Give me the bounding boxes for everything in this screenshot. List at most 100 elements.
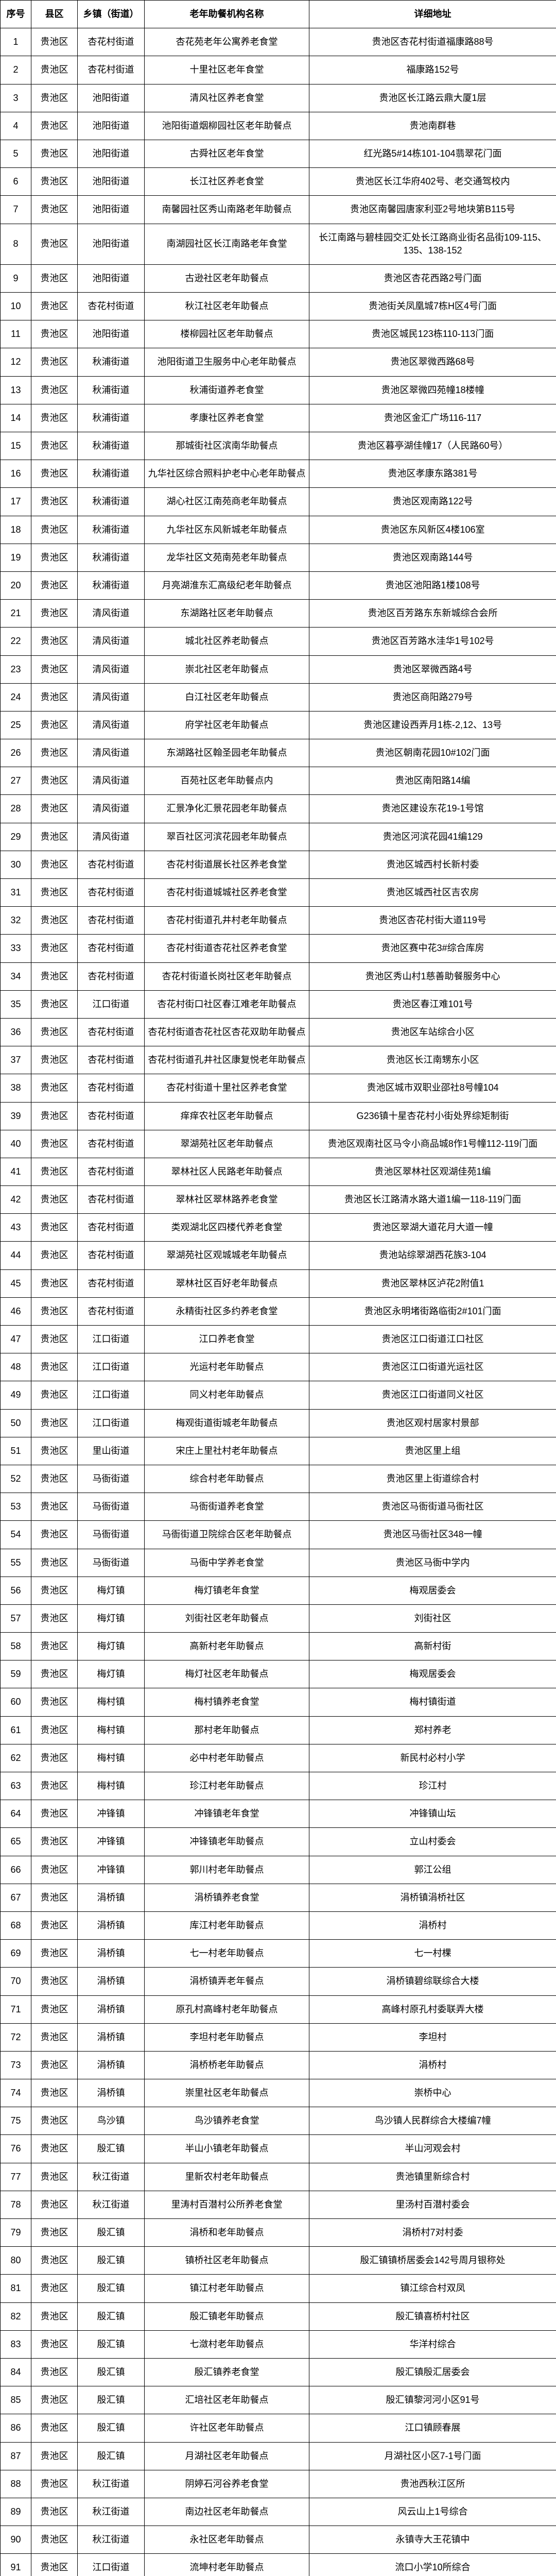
table-cell: 88 bbox=[1, 2470, 31, 2498]
table-cell: 十里社区老年食堂 bbox=[145, 56, 309, 84]
table-row: 47贵池区江口街道江口养老食堂贵池区江口街道江口社区 bbox=[1, 1326, 556, 1353]
table-cell: 贵池街关凤凰城7栋H区4号门面 bbox=[309, 293, 556, 320]
table-cell: 杏花村街道 bbox=[78, 1297, 145, 1325]
table-cell: 13 bbox=[1, 376, 31, 404]
table-row: 28贵池区清风街道汇景净化汇景花园老年助餐点贵池区建设东花19-1号馆 bbox=[1, 795, 556, 823]
table-row: 15贵池区秋浦街道那城街社区滨南华助餐点贵池区暮亭湖佳幢17（人民路60号） bbox=[1, 432, 556, 460]
table-cell: 马衙街道 bbox=[78, 1549, 145, 1577]
table-cell: 杏花村街道长岗社区老年助餐点 bbox=[145, 962, 309, 990]
table-cell: 贵池区 bbox=[31, 990, 78, 1018]
table-cell: 清风社区养老食堂 bbox=[145, 84, 309, 112]
table-cell: 翠百社区河滨花园老年助餐点 bbox=[145, 823, 309, 851]
table-cell: 贵池区马衙社区348一幢 bbox=[309, 1521, 556, 1549]
table-row: 60贵池区梅村镇梅村镇养老食堂梅村镇街道 bbox=[1, 1688, 556, 1716]
table-cell: 贵池区 bbox=[31, 2526, 78, 2554]
table-cell: 贵池区长江南甥东小区 bbox=[309, 1046, 556, 1074]
table-cell: 殷汇镇 bbox=[78, 2386, 145, 2414]
table-cell: 贵池区 bbox=[31, 2442, 78, 2470]
table-row: 21贵池区清风街道东湖路社区老年助餐点贵池区百芳路东东新城综合会所 bbox=[1, 600, 556, 628]
table-cell: 贵池区 bbox=[31, 2275, 78, 2302]
table-row: 88贵池区秋江街道阴婷石河谷养老食堂贵池西秋江区所 bbox=[1, 2470, 556, 2498]
table-cell: 梅灯镇 bbox=[78, 1577, 145, 1604]
table-cell: 贵池区 bbox=[31, 2498, 78, 2526]
table-cell: 秋浦街道 bbox=[78, 404, 145, 432]
table-cell: 秋江街道 bbox=[78, 2498, 145, 2526]
table-cell: 贵池区马衙街道马衙社区 bbox=[309, 1493, 556, 1521]
table-cell: 秋浦街道 bbox=[78, 571, 145, 599]
table-cell: 池阳街道 bbox=[78, 140, 145, 167]
table-cell: 4 bbox=[1, 112, 31, 140]
table-cell: 里新农村老年助餐点 bbox=[145, 2163, 309, 2191]
table-cell: 33 bbox=[1, 935, 31, 962]
table-cell: 贵池区 bbox=[31, 1353, 78, 1381]
table-cell: 贵池区 bbox=[31, 823, 78, 851]
table-cell: 翠林社区百好老年助餐点 bbox=[145, 1269, 309, 1297]
table-cell: 贵池区 bbox=[31, 2414, 78, 2442]
table-cell: 45 bbox=[1, 1269, 31, 1297]
table-cell: 七潋村老年助餐点 bbox=[145, 2330, 309, 2358]
table-cell: 贵池区建设东花19-1号馆 bbox=[309, 795, 556, 823]
table-cell: 贵池区 bbox=[31, 1688, 78, 1716]
table-cell: 古舜社区老年食堂 bbox=[145, 140, 309, 167]
table-cell: 永镇寺大王花镇中 bbox=[309, 2526, 556, 2554]
table-cell: 涓桥镇 bbox=[78, 2051, 145, 2079]
table-row: 72贵池区涓桥镇李坦村老年助餐点李坦村 bbox=[1, 2023, 556, 2051]
table-cell: 七一村棵 bbox=[309, 1940, 556, 1968]
table-cell: 秋浦街道 bbox=[78, 516, 145, 544]
table-cell: 14 bbox=[1, 404, 31, 432]
table-cell: 贵池区 bbox=[31, 1158, 78, 1185]
table-cell: 马衙街道 bbox=[78, 1493, 145, 1521]
table-cell: 54 bbox=[1, 1521, 31, 1549]
table-cell: 涓桥村 bbox=[309, 2051, 556, 2079]
table-row: 56贵池区梅灯镇梅灯镇老年食堂梅观居委会 bbox=[1, 1577, 556, 1604]
table-cell: 贵池区 bbox=[31, 140, 78, 167]
table-cell: 69 bbox=[1, 1940, 31, 1968]
table-cell: 永社区老年助餐点 bbox=[145, 2526, 309, 2554]
table-row: 84贵池区殷汇镇殷汇镇养老食堂殷汇镇殷汇居委会 bbox=[1, 2358, 556, 2386]
table-cell: 25 bbox=[1, 711, 31, 739]
table-row: 48贵池区江口街道光运村老年助餐点贵池区江口街道光运社区 bbox=[1, 1353, 556, 1381]
table-cell: 湖心社区江南苑商老年助餐点 bbox=[145, 488, 309, 516]
table-cell: 贵池区 bbox=[31, 1940, 78, 1968]
table-cell: 池阳街道 bbox=[78, 224, 145, 264]
table-cell: 65 bbox=[1, 1828, 31, 1856]
table-cell: 翠湖苑社区观城城老年助餐点 bbox=[145, 1242, 309, 1269]
table-cell: 16 bbox=[1, 460, 31, 488]
table-cell: 梅灯镇 bbox=[78, 1660, 145, 1688]
table-cell: 35 bbox=[1, 990, 31, 1018]
table-row: 17贵池区秋浦街道湖心社区江南苑商老年助餐点贵池区观南路122号 bbox=[1, 488, 556, 516]
table-cell: 南湖园社区长江南路老年食堂 bbox=[145, 224, 309, 264]
table-cell: 杏花村街道 bbox=[78, 851, 145, 878]
table-cell: 郭川村老年助餐点 bbox=[145, 1856, 309, 1884]
table-cell: 杏花村街道 bbox=[78, 1074, 145, 1102]
table-cell: 贵池区 bbox=[31, 348, 78, 376]
table-cell: 翠林社区人民路老年助餐点 bbox=[145, 1158, 309, 1185]
table-cell: 杏花村街道 bbox=[78, 293, 145, 320]
table-cell: 杏花村街道 bbox=[78, 1130, 145, 1158]
table-cell: 贵池区 bbox=[31, 56, 78, 84]
table-cell: 冲锋镇 bbox=[78, 1800, 145, 1828]
table-cell: 贵池区翠林区泸花2附值1 bbox=[309, 1269, 556, 1297]
table-cell: 58 bbox=[1, 1633, 31, 1660]
table-cell: 贵池区长江路云鼎大厦1层 bbox=[309, 84, 556, 112]
table-row: 49贵池区江口街道同义村老年助餐点贵池区江口街道同义社区 bbox=[1, 1381, 556, 1409]
table-cell: 贵池区 bbox=[31, 1437, 78, 1465]
table-cell: 池阳街道 bbox=[78, 264, 145, 292]
table-cell: 75 bbox=[1, 2107, 31, 2135]
table-cell: 贵池区 bbox=[31, 1884, 78, 1911]
table-cell: 53 bbox=[1, 1493, 31, 1521]
table-cell: 汇培社区老年助餐点 bbox=[145, 2386, 309, 2414]
table-row: 87贵池区殷汇镇月湖社区老年助餐点月湖社区小区7-1号门面 bbox=[1, 2442, 556, 2470]
table-cell: 贵池区南阳路14编 bbox=[309, 767, 556, 795]
table-cell: 12 bbox=[1, 348, 31, 376]
table-row: 12贵池区秋浦街道池阳街道卫生服务中心老年助餐点贵池区翠微西路68号 bbox=[1, 348, 556, 376]
table-cell: 梅村镇 bbox=[78, 1688, 145, 1716]
table-cell: 贵池区 bbox=[31, 1521, 78, 1549]
table-row: 34贵池区杏花村街道杏花村街道长岗社区老年助餐点贵池区秀山村1慈善助餐服务中心 bbox=[1, 962, 556, 990]
table-cell: 15 bbox=[1, 432, 31, 460]
table-cell: 月湖社区老年助餐点 bbox=[145, 2442, 309, 2470]
table-cell: 23 bbox=[1, 655, 31, 683]
table-cell: 殷汇镇 bbox=[78, 2275, 145, 2302]
table-cell: 秋江街道 bbox=[78, 2163, 145, 2191]
table-header-row: 序号 县区 乡镇（街道） 老年助餐机构名称 详细地址 bbox=[1, 1, 556, 28]
